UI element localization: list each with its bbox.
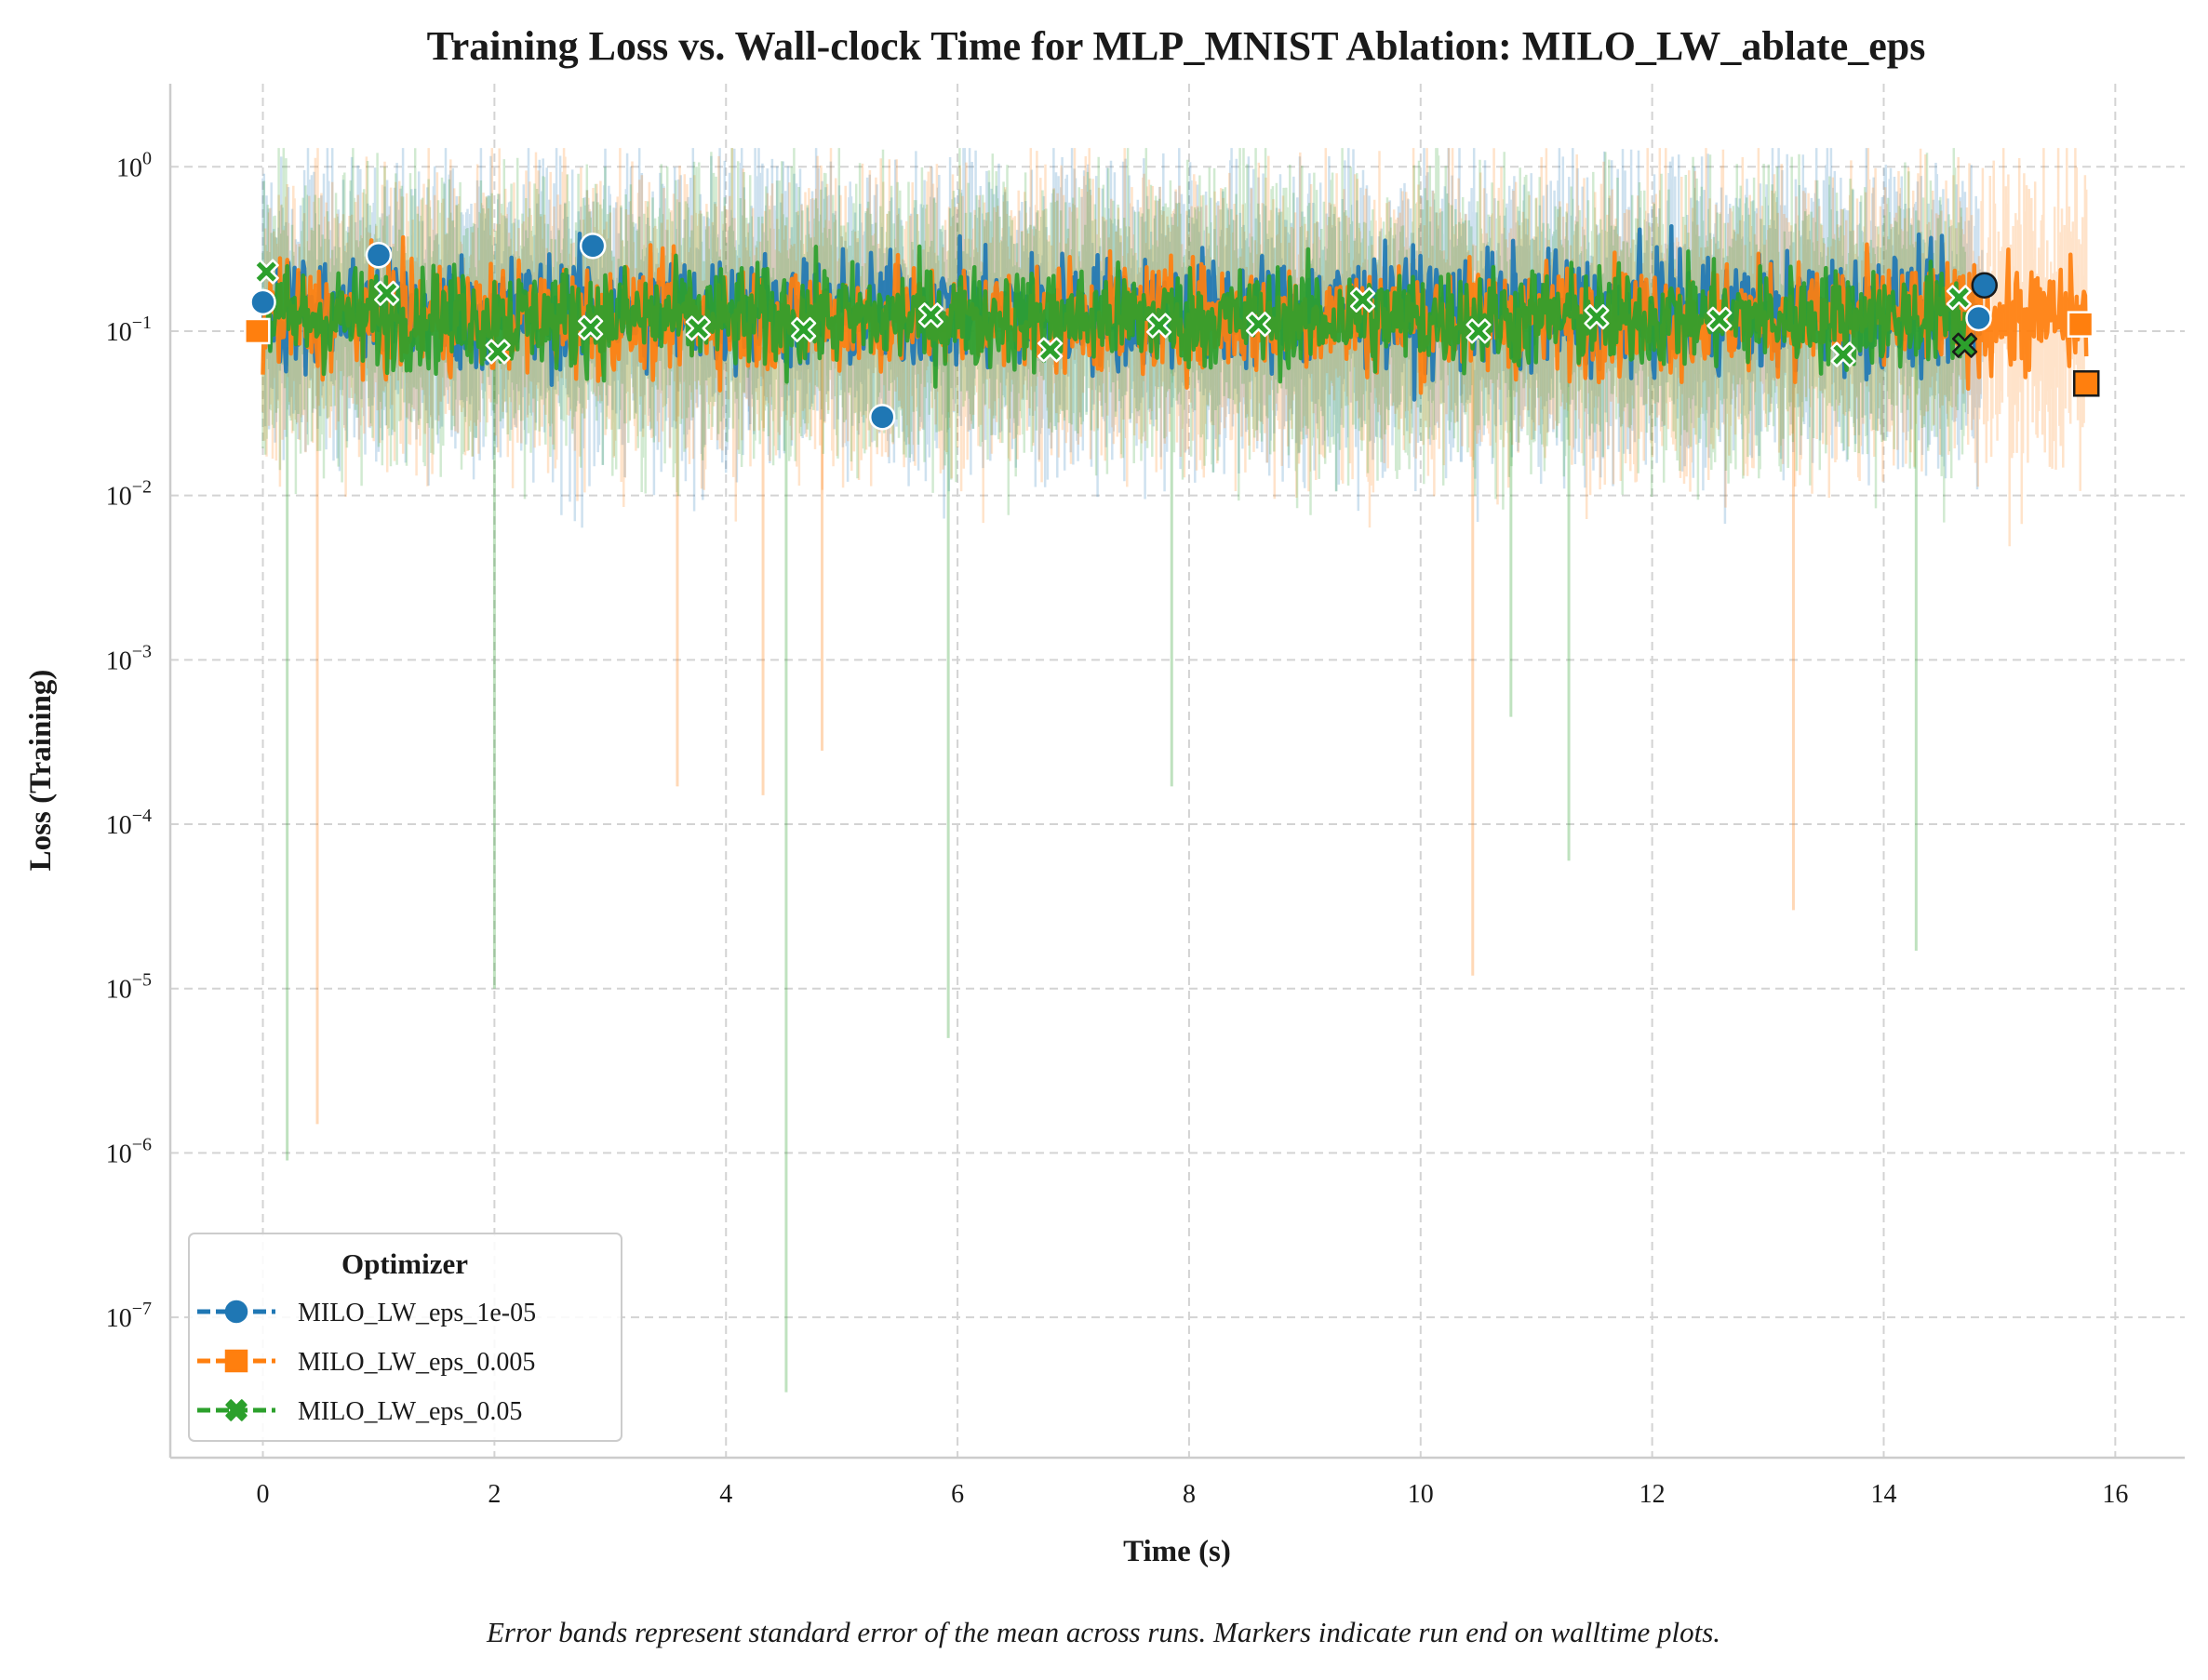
run-end-marker <box>485 339 511 365</box>
x-axis-label: Time (s) <box>1123 1535 1231 1568</box>
legend-swatch-marker <box>225 1399 248 1421</box>
run-end-marker <box>1951 332 1978 358</box>
x-tick-label: 14 <box>1870 1480 1896 1509</box>
chart-caption: Error bands represent standard error of … <box>486 1616 1720 1648</box>
run-end-marker <box>244 317 271 345</box>
legend-label: MILO_LW_eps_1e-05 <box>298 1299 536 1327</box>
y-tick-label: 10−2 <box>106 477 152 512</box>
run-end-marker <box>249 288 276 316</box>
legend-box <box>188 1233 622 1442</box>
run-end-marker <box>791 316 817 343</box>
x-tick-label: 10 <box>1408 1480 1434 1509</box>
run-end-marker <box>1706 306 1733 332</box>
y-axis-label: Loss (Training) <box>24 670 58 872</box>
x-tick-label: 0 <box>257 1480 270 1509</box>
run-end-marker <box>1245 312 1272 338</box>
y-tick-label: 100 <box>116 148 152 182</box>
chart-title: Training Loss vs. Wall-clock Time for ML… <box>427 23 1926 69</box>
legend: Optimizer MILO_LW_eps_1e-05 MILO_LW_eps_0… <box>188 1233 622 1442</box>
legend-label: MILO_LW_eps_0.005 <box>298 1348 535 1377</box>
run-end-marker <box>579 233 607 260</box>
y-tick-label: 10−1 <box>106 313 152 347</box>
y-tick-label: 10−5 <box>106 970 152 1005</box>
run-end-marker <box>685 315 711 341</box>
run-end-marker <box>1584 304 1610 330</box>
legend-items: MILO_LW_eps_1e-05 MILO_LW_eps_0.005 MILO_L… <box>197 1299 536 1426</box>
legend-title: Optimizer <box>341 1247 468 1280</box>
x-tick-label: 8 <box>1183 1480 1196 1509</box>
legend-swatch-marker <box>224 1300 248 1324</box>
run-end-marker <box>868 404 896 431</box>
series-lines <box>261 223 2089 402</box>
run-end-marker <box>2067 311 2094 338</box>
y-tick-label: 10−3 <box>106 641 152 675</box>
x-tick-label: 12 <box>1639 1480 1666 1509</box>
run-end-marker <box>1971 272 1998 299</box>
run-end-marker <box>1349 287 1376 313</box>
run-end-markers <box>244 233 2100 431</box>
tick-labels: 0 2 4 6 8 10 12 14 16 10−7 10−6 10−5 10−4 10−3 10−2 10−… <box>106 148 2129 1509</box>
y-tick-label: 10−6 <box>106 1134 152 1168</box>
run-end-marker <box>365 241 393 269</box>
run-end-marker <box>1965 304 1992 332</box>
legend-label: MILO_LW_eps_0.05 <box>298 1397 522 1426</box>
run-end-marker <box>1946 285 1972 311</box>
run-end-marker <box>1145 313 1172 339</box>
series-line <box>261 244 1967 389</box>
x-tick-label: 4 <box>719 1480 732 1509</box>
run-end-marker <box>917 302 944 328</box>
x-tick-label: 6 <box>951 1480 964 1509</box>
y-tick-label: 10−7 <box>106 1299 152 1333</box>
run-end-marker <box>578 314 604 340</box>
y-tick-label: 10−4 <box>106 806 152 840</box>
run-end-marker <box>374 280 400 306</box>
axes <box>168 84 2185 1460</box>
x-tick-label: 16 <box>2102 1480 2128 1509</box>
run-end-marker <box>1830 341 1856 367</box>
legend-swatch-marker <box>224 1349 248 1373</box>
run-end-marker <box>1037 337 1064 363</box>
run-end-marker <box>2072 370 2100 397</box>
run-end-marker <box>253 259 279 285</box>
run-end-marker <box>1465 318 1492 344</box>
x-tick-label: 2 <box>488 1480 501 1509</box>
